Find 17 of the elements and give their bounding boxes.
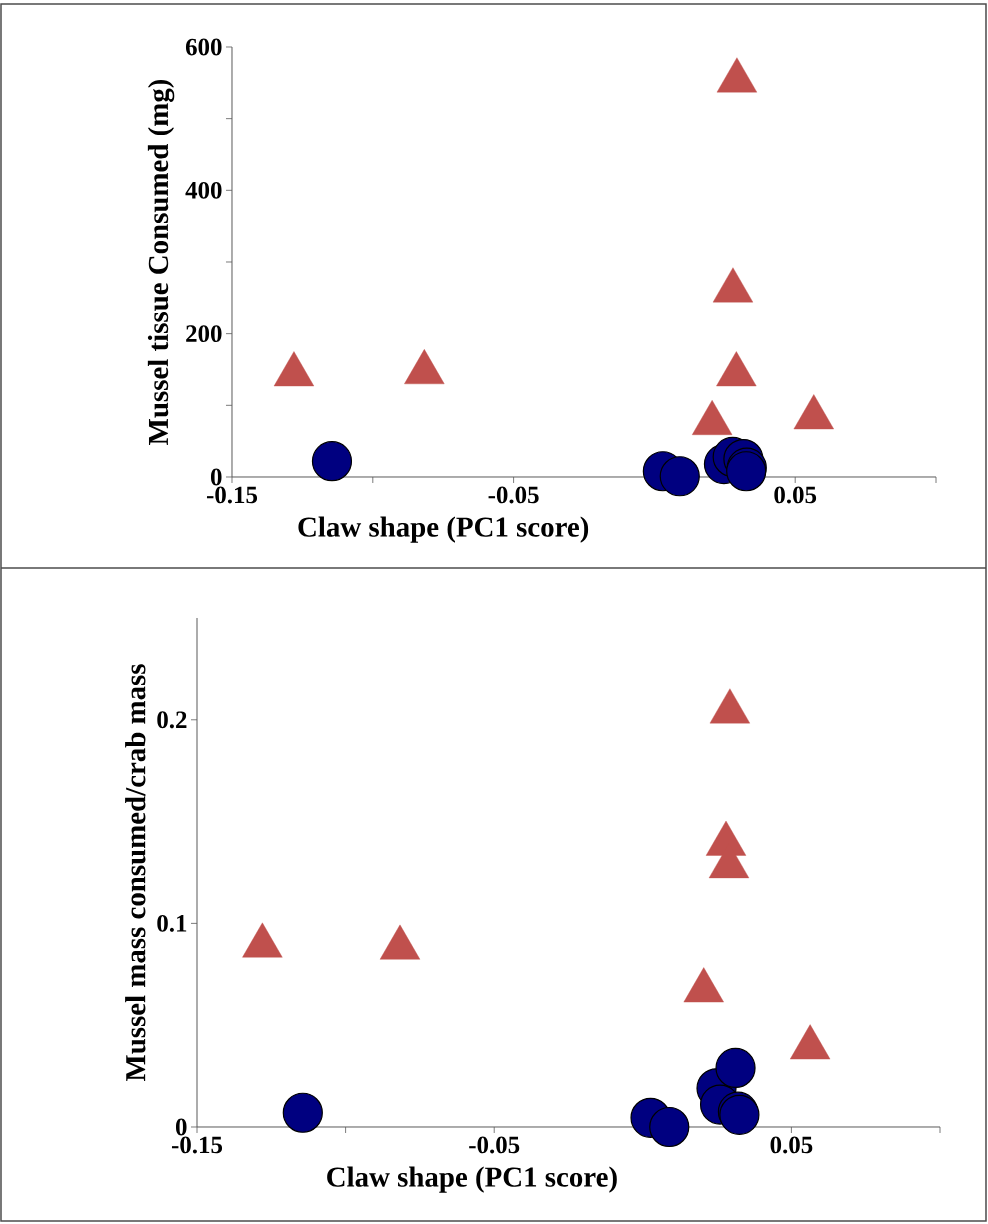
y-tick-label: 0 xyxy=(175,1118,187,1136)
x-tick-label: -0.15 xyxy=(171,1136,223,1154)
x-axis-title: Claw shape (PC1 score) xyxy=(298,516,589,543)
x-tick-label: -0.05 xyxy=(469,1136,520,1154)
x-tick-label: 0.05 xyxy=(770,1136,813,1154)
y-tick-label: 0.1 xyxy=(157,914,187,932)
x-tick-label: 0.05 xyxy=(774,486,817,504)
y-axis-title: Mussel tissue Consumed (mg) xyxy=(147,79,175,445)
y-tick-label: 400 xyxy=(185,181,222,199)
x-axis-title: Claw shape (PC1 score) xyxy=(327,1166,617,1193)
y-tick-label: 0.2 xyxy=(157,711,187,729)
x-tick-label: -0.05 xyxy=(488,486,539,504)
y-axis-title: Mussel mass consumed/crab mass xyxy=(125,664,146,1082)
y-tick-label: 0 xyxy=(210,468,222,486)
x-tick-label: -0.15 xyxy=(206,486,258,504)
y-tick-label: 600 xyxy=(185,38,222,56)
y-tick-label: 200 xyxy=(186,325,222,343)
